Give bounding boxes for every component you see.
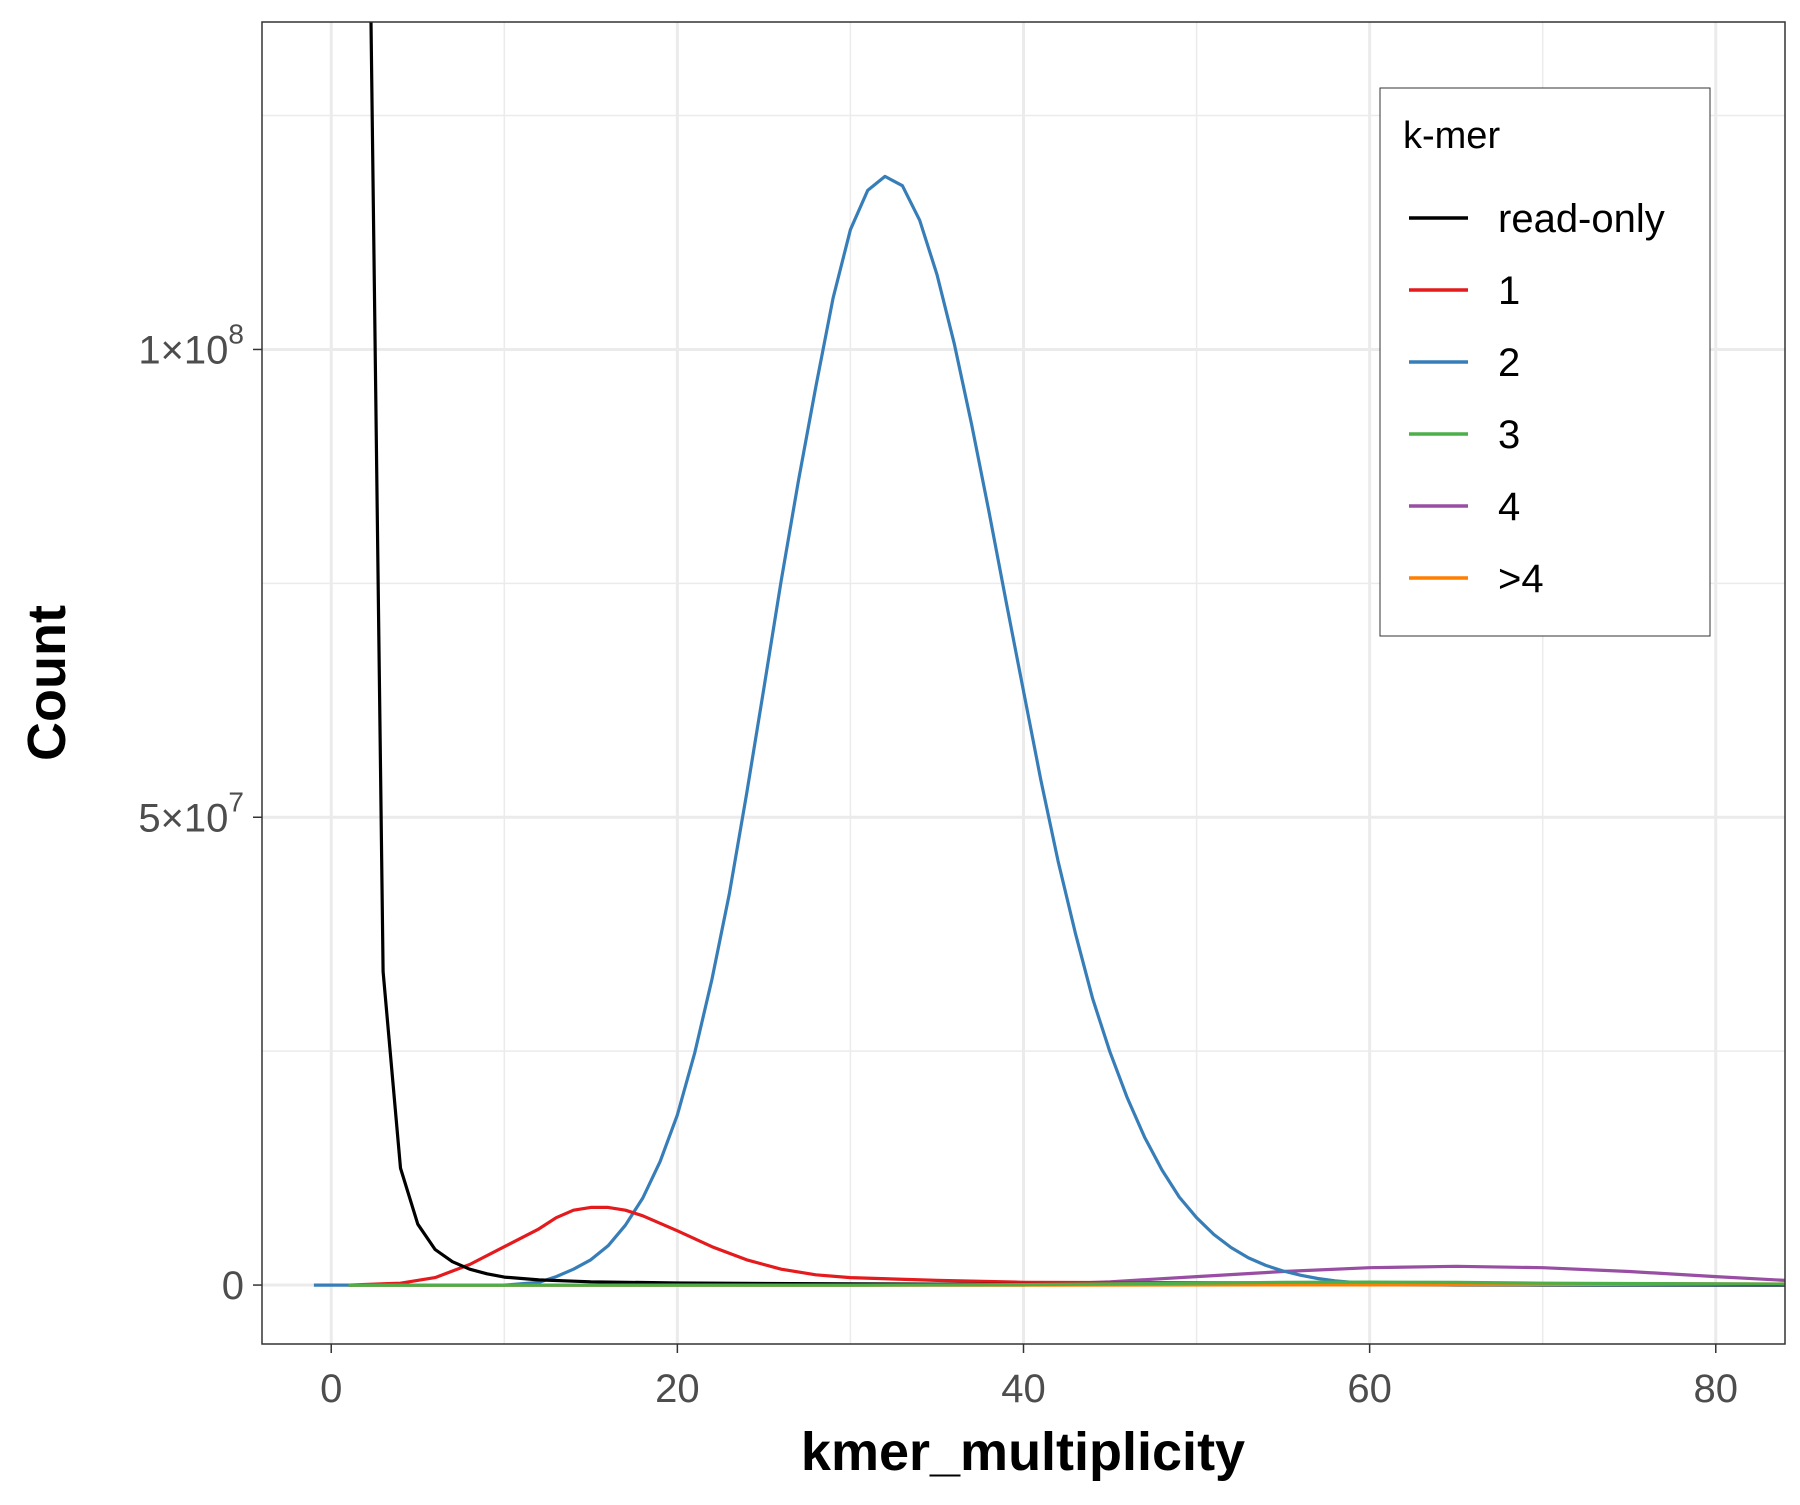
legend-items: read-only 1 2 3 4 >4 — [1409, 197, 1665, 601]
x-tick-label: 0 — [320, 1367, 342, 1411]
x-tick-label: 20 — [655, 1367, 700, 1411]
x-tick-label: 80 — [1694, 1367, 1739, 1411]
legend-item-label: read-only — [1498, 197, 1665, 241]
y-tick-label: 0 — [222, 1264, 244, 1308]
legend-item-label: 4 — [1498, 485, 1520, 529]
y-tick-label: 5×107 — [138, 786, 244, 840]
axes: 0 20 40 60 80 0 5×107 1×108 — [138, 318, 1738, 1411]
series-line-4 — [348, 1280, 1785, 1287]
legend-title: k-mer — [1403, 115, 1500, 157]
series-line-3 — [313, 174, 1785, 1287]
legend-item-label: 2 — [1498, 341, 1520, 385]
series-line-2 — [348, 1205, 1785, 1287]
legend-item-label: 1 — [1498, 269, 1520, 313]
legend-item-label: 3 — [1498, 413, 1520, 457]
y-axis-title: Count — [17, 605, 77, 761]
series-lines — [313, 22, 1785, 1287]
legend-item-label: >4 — [1498, 557, 1544, 601]
y-tick-label: 1×108 — [138, 318, 244, 372]
x-tick-label: 60 — [1347, 1367, 1392, 1411]
x-axis-title: kmer_multiplicity — [801, 1422, 1245, 1482]
legend: k-mer read-only 1 2 3 4 >4 — [1379, 87, 1711, 637]
x-tick-label: 40 — [1001, 1367, 1046, 1411]
